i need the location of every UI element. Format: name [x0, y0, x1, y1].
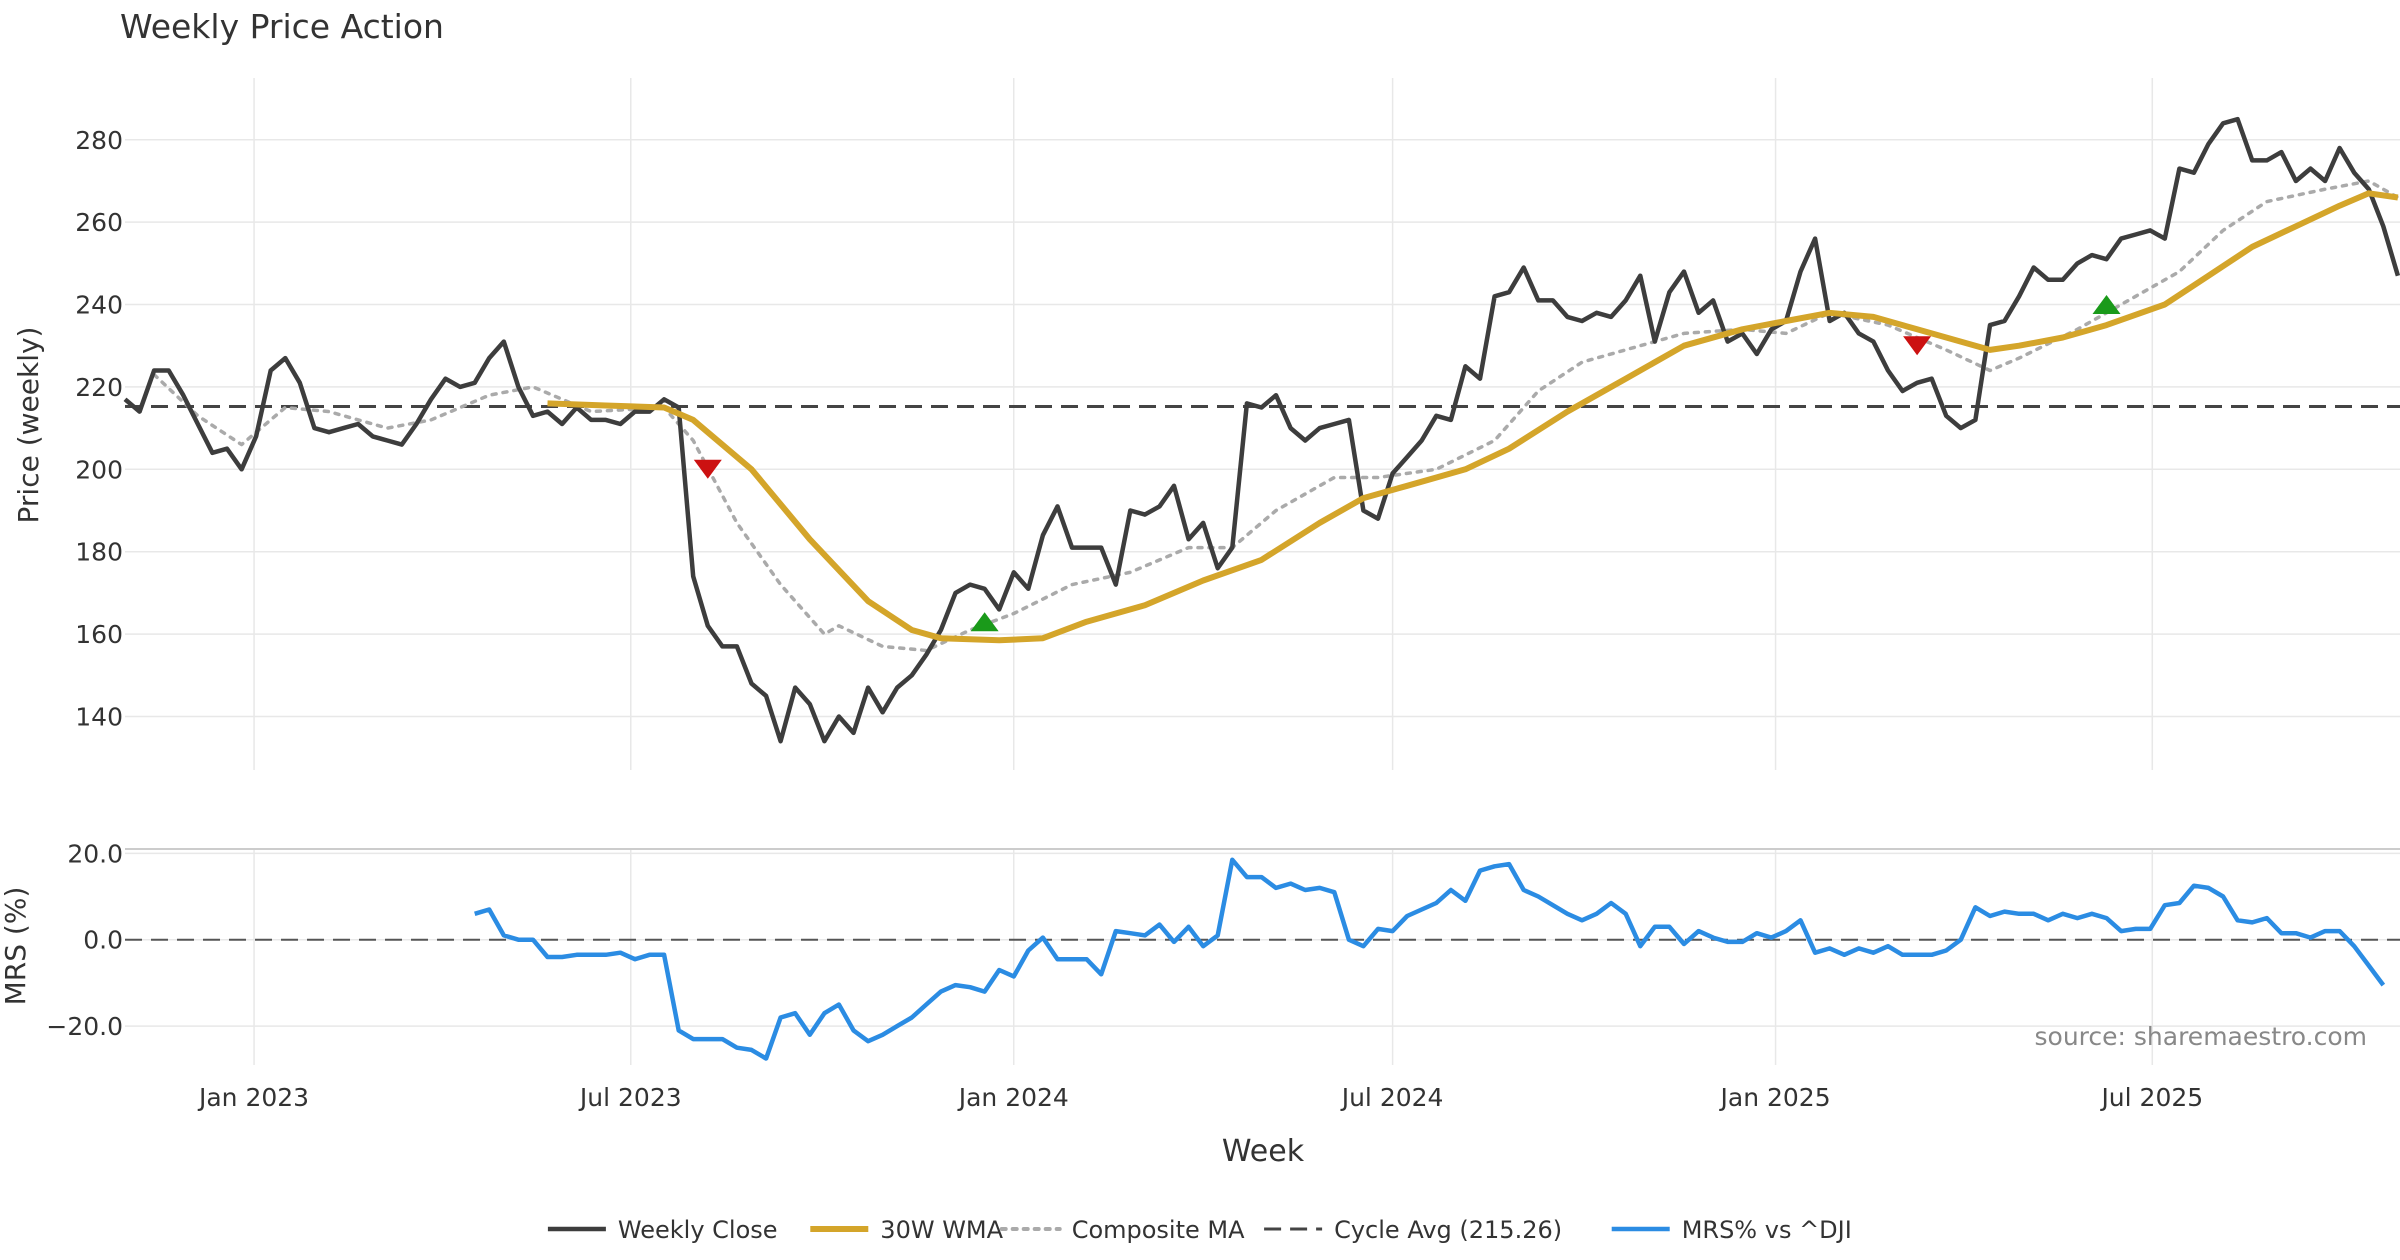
x-tick-label: Jan 2023 — [197, 1083, 309, 1112]
x-tick-label: Jul 2023 — [578, 1083, 682, 1112]
price-y-tick-label: 180 — [75, 538, 123, 567]
price-series-layer — [123, 116, 2400, 744]
sell-signal-marker — [693, 459, 722, 479]
x-tick-label: Jul 2025 — [2099, 1083, 2203, 1112]
legend-item-weekly-close: Weekly Close — [547, 1216, 778, 1244]
mrs-y-ticks: −20.0 0.0 20.0 — [46, 839, 123, 1041]
sell-signal-marker — [1903, 336, 1932, 356]
legend-label: 30W WMA — [880, 1216, 1003, 1244]
mrs-y-axis-label: MRS (%) — [0, 887, 32, 1006]
signal-markers-layer — [693, 295, 2121, 632]
mrs-y-tick-label: −20.0 — [46, 1012, 123, 1041]
mrs-vs-dji-series — [474, 857, 2386, 1061]
price-y-tick-label: 200 — [75, 455, 123, 484]
chart-title: Weekly Price Action — [120, 7, 444, 46]
legend: Weekly Close 30W WMA Composite MA Cycle Avg… — [547, 1216, 1852, 1244]
price-y-tick-label: 160 — [75, 620, 123, 649]
legend-label: Cycle Avg (215.26) — [1334, 1216, 1562, 1244]
price-grid — [125, 78, 2400, 770]
legend-item-30w-wma: 30W WMA — [810, 1216, 1004, 1244]
legend-label: Weekly Close — [618, 1216, 778, 1244]
price-y-ticks: 140 160 180 200 220 240 260 280 — [75, 126, 123, 732]
mrs-y-tick-label: 0.0 — [83, 926, 123, 955]
x-tick-label: Jan 2025 — [1719, 1083, 1831, 1112]
x-axis-label: Week — [1222, 1134, 1305, 1169]
composite-ma-series — [152, 179, 2400, 653]
price-y-tick-label: 220 — [75, 373, 123, 402]
mrs-y-tick-label: 20.0 — [67, 839, 123, 868]
price-y-tick-label: 140 — [75, 702, 123, 731]
price-y-axis-label: Price (weekly) — [12, 327, 45, 524]
legend-item-composite-ma: Composite MA — [999, 1216, 1245, 1244]
buy-signal-marker — [2092, 295, 2121, 315]
price-y-tick-label: 280 — [75, 126, 123, 155]
buy-signal-marker — [970, 612, 999, 632]
price-y-tick-label: 240 — [75, 291, 123, 320]
legend-item-cycle-avg-215-26: Cycle Avg (215.26) — [1264, 1216, 1562, 1244]
legend-label: Composite MA — [1072, 1216, 1245, 1244]
mrs-series-layer — [474, 857, 2386, 1061]
price-y-tick-label: 260 — [75, 208, 123, 237]
x-tick-label: Jan 2024 — [957, 1083, 1069, 1112]
30w-wma-series — [547, 190, 2399, 644]
legend-item-mrs-vs-dji: MRS% vs ^DJI — [1611, 1216, 1852, 1244]
weekly-close-series — [123, 116, 2400, 744]
legend-label: MRS% vs ^DJI — [1682, 1216, 1852, 1244]
source-note: source: sharemaestro.com — [2035, 1022, 2368, 1051]
x-tick-label: Jul 2024 — [1340, 1083, 1444, 1112]
x-ticks: Jan 2023 Jul 2023 Jan 2024 Jul 2024 Jan 2025… — [197, 1083, 2203, 1112]
